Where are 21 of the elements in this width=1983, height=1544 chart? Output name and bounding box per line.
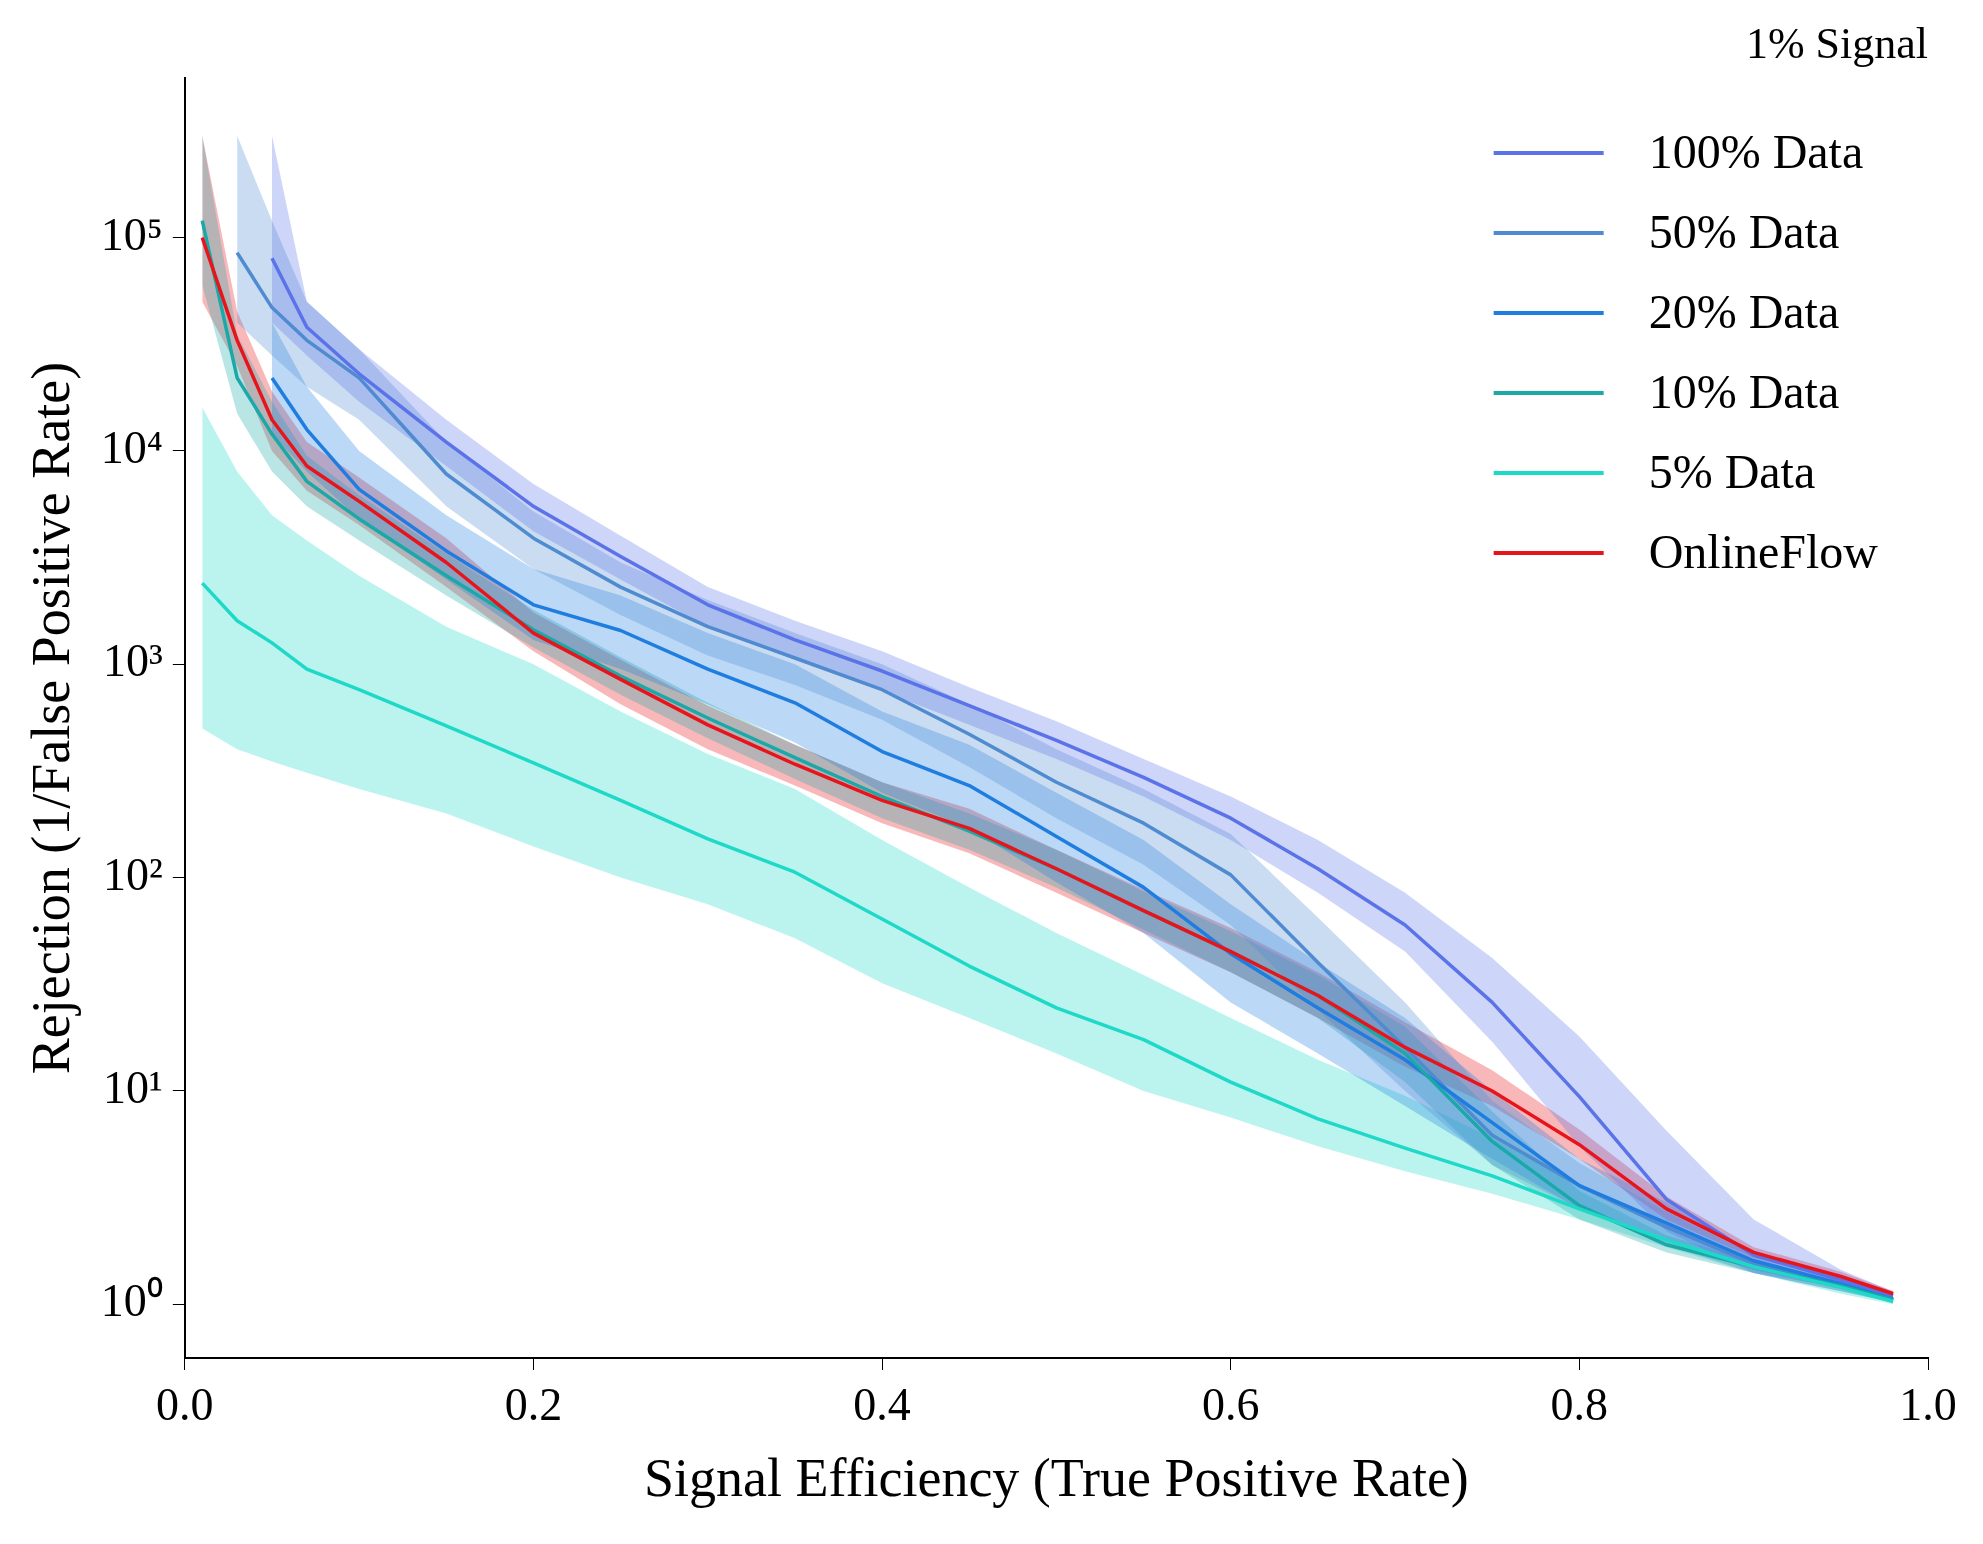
y-tick-label: 10⁵: [100, 208, 163, 260]
y-tick-label: 10¹: [103, 1062, 163, 1114]
legend-label: 5% Data: [1648, 444, 1816, 498]
legend-label: OnlineFlow: [1648, 524, 1879, 578]
text: 1% Signal: [1745, 18, 1928, 68]
x-tick-label: 0.8: [1550, 1378, 1609, 1430]
legend-label: 100% Data: [1648, 124, 1864, 178]
x-tick-label: 0.6: [1201, 1378, 1260, 1430]
x-tick-label: 0.2: [504, 1378, 563, 1430]
y-tick-label: 10³: [103, 635, 163, 687]
x-axis-title: Signal Efficiency (True Positive Rate): [643, 1447, 1469, 1508]
x-tick-label: 0.4: [853, 1378, 911, 1430]
y-tick-label: 10⁰: [100, 1275, 163, 1327]
y-axis-title: Rejection (1/False Positive Rate): [20, 361, 81, 1075]
x-tick-label: 1.0: [1899, 1378, 1957, 1430]
x-tick-label: 0.0: [156, 1378, 214, 1430]
legend-label: 20% Data: [1648, 284, 1840, 338]
y-tick-label: 10⁴: [100, 422, 163, 474]
legend-label: 10% Data: [1648, 364, 1840, 418]
legend-label: 50% Data: [1648, 204, 1840, 258]
y-tick-label: 10²: [103, 848, 163, 900]
